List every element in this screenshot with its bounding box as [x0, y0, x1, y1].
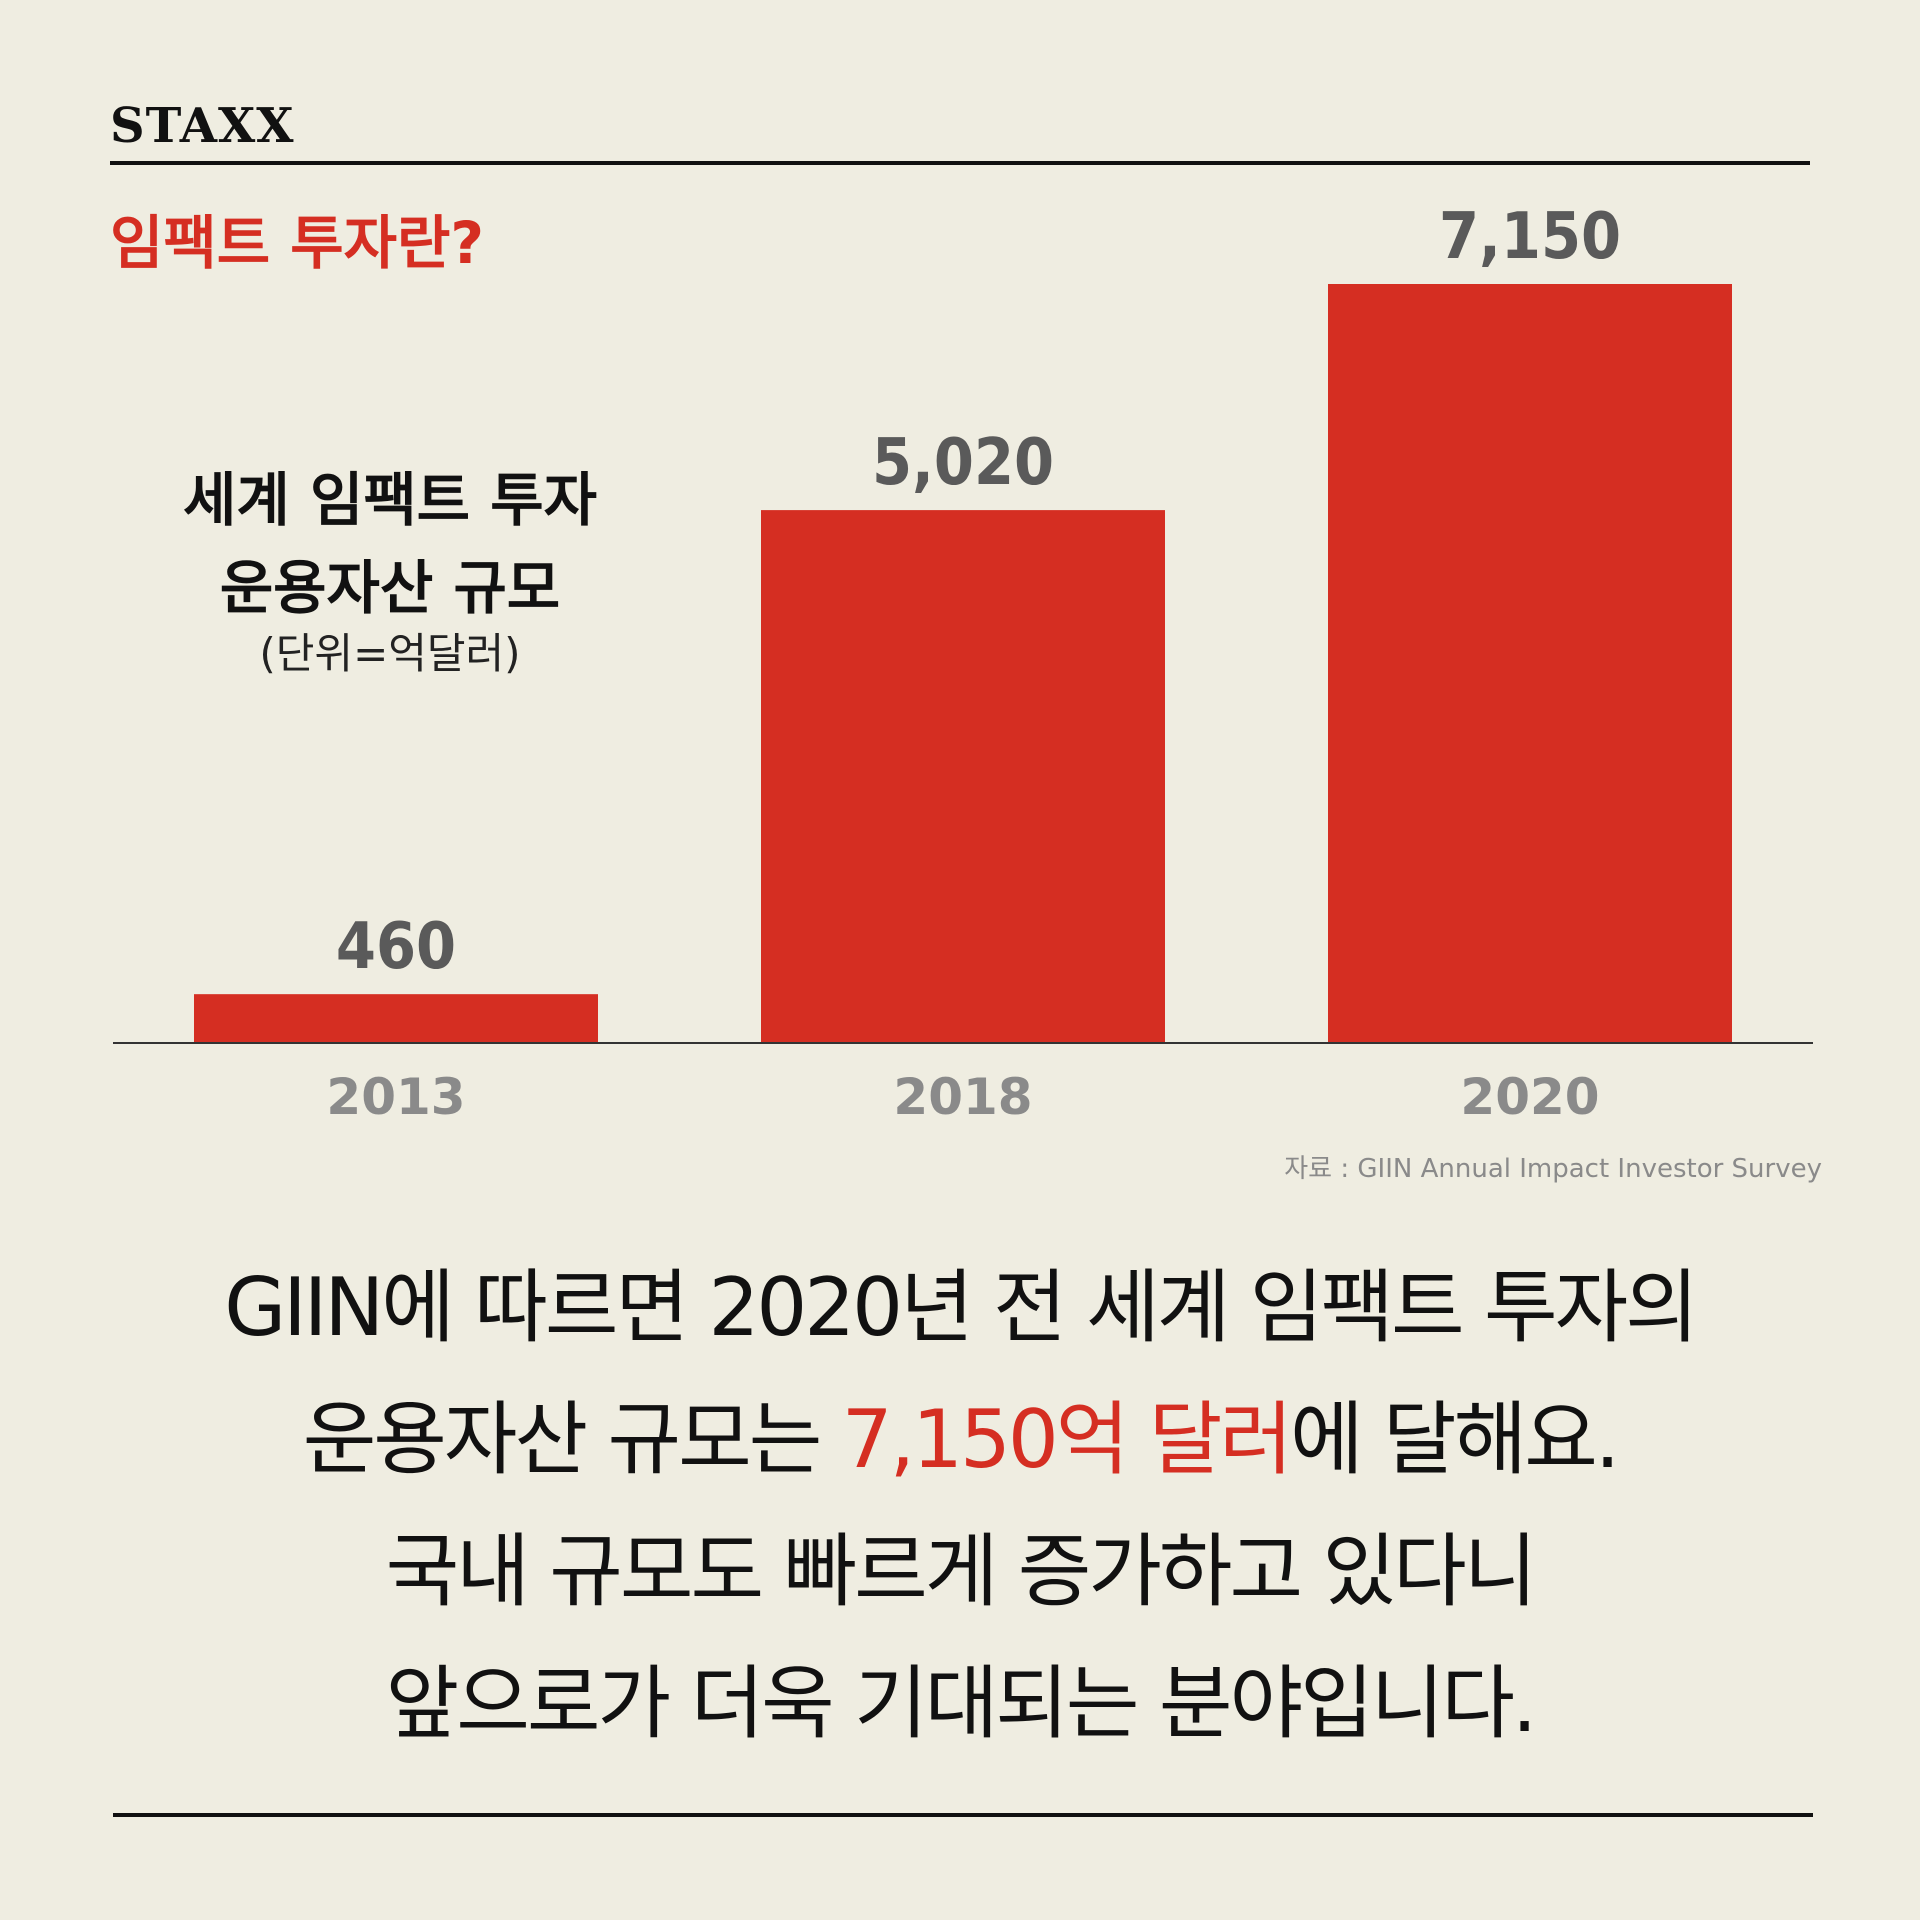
chart-unit-label: (단위=억달러)	[259, 629, 521, 678]
chart-title-line-2: 운용자산 규모	[219, 554, 561, 622]
value-label-2020: 7,150	[1439, 200, 1621, 274]
category-label-2013: 2013	[326, 1068, 465, 1126]
bar-2020	[1328, 284, 1732, 1043]
bottom-divider	[113, 1813, 1813, 1817]
top-divider	[110, 161, 1810, 165]
body-text: GIIN에 따르면 2020년 전 세계 임팩트 투자의 운용자산 규모는 7,…	[0, 1242, 1920, 1770]
brand-logo: STAXX	[110, 98, 295, 154]
page-subtitle: 임팩트 투자란?	[110, 209, 484, 277]
bar-2018	[761, 510, 1165, 1044]
value-label-2013: 460	[336, 910, 456, 984]
value-label-2018: 5,020	[872, 426, 1054, 500]
chart-title-line-1: 세계 임팩트 투자	[183, 466, 597, 534]
body-line-2-post: 에 달해요.	[1290, 1393, 1620, 1486]
source-note: 자료 : GIIN Annual Impact Investor Survey	[1284, 1154, 1822, 1184]
bar-2013	[194, 994, 598, 1043]
body-line-2-pre: 운용자산 규모는	[302, 1393, 842, 1486]
body-line-2: 운용자산 규모는 7,150억 달러에 달해요.	[0, 1374, 1920, 1506]
category-label-2018: 2018	[893, 1068, 1032, 1126]
bar-chart: 460 2013 5,020 2018 7,150 2020	[113, 200, 1813, 1126]
body-line-4: 앞으로가 더욱 기대되는 분야입니다.	[385, 1657, 1538, 1750]
body-line-1: GIIN에 따르면 2020년 전 세계 임팩트 투자의	[224, 1261, 1699, 1354]
body-highlight-amount: 7,150억 달러	[841, 1393, 1293, 1486]
category-label-2020: 2020	[1460, 1068, 1599, 1126]
body-line-3: 국내 규모도 빠르게 증가하고 있다니	[385, 1525, 1538, 1618]
chart-title: 세계 임팩트 투자 운용자산 규모	[130, 456, 650, 632]
